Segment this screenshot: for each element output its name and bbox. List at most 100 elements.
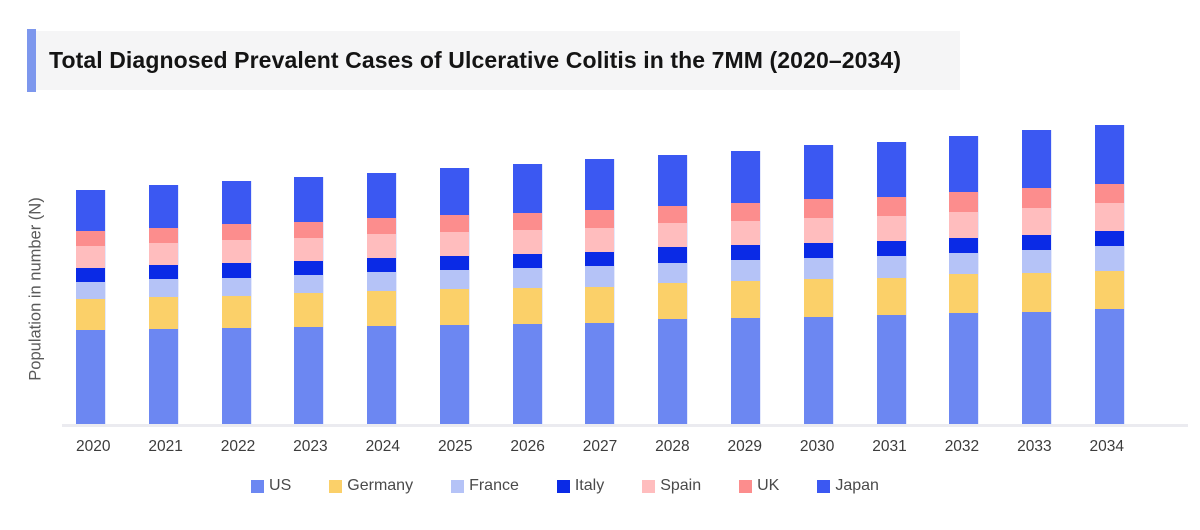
bar-segment-italy-2025[interactable] bbox=[439, 256, 469, 270]
bar-segment-uk-2029[interactable] bbox=[731, 203, 761, 221]
bar-segment-uk-2033[interactable] bbox=[1022, 188, 1052, 208]
bar-segment-italy-2026[interactable] bbox=[512, 254, 542, 268]
legend-item-italy[interactable]: Italy bbox=[556, 477, 604, 495]
bar-segment-japan-2030[interactable] bbox=[803, 145, 833, 199]
legend-item-uk[interactable]: UK bbox=[739, 477, 779, 495]
bar-segment-spain-2029[interactable] bbox=[731, 221, 761, 245]
bar-segment-us-2028[interactable] bbox=[658, 319, 688, 424]
bar-segment-germany-2028[interactable] bbox=[658, 283, 688, 319]
bar-segment-france-2032[interactable] bbox=[949, 253, 979, 274]
bar-segment-us-2026[interactable] bbox=[512, 324, 542, 424]
bar-segment-us-2033[interactable] bbox=[1022, 312, 1052, 424]
bar-segment-japan-2023[interactable] bbox=[294, 177, 324, 222]
bar-segment-italy-2030[interactable] bbox=[803, 243, 833, 258]
bar-segment-us-2020[interactable] bbox=[76, 330, 105, 424]
bar-segment-italy-2028[interactable] bbox=[658, 247, 688, 263]
bar-segment-uk-2027[interactable] bbox=[585, 210, 615, 228]
bar-segment-uk-2025[interactable] bbox=[439, 215, 469, 232]
bar-segment-us-2021[interactable] bbox=[148, 329, 178, 424]
bar-segment-us-2022[interactable] bbox=[221, 328, 251, 424]
bar-segment-italy-2020[interactable] bbox=[76, 268, 105, 282]
bar-segment-france-2025[interactable] bbox=[439, 270, 469, 289]
bar-segment-japan-2034[interactable] bbox=[1094, 125, 1124, 184]
bar-segment-uk-2024[interactable] bbox=[367, 218, 397, 234]
bar-segment-italy-2034[interactable] bbox=[1094, 231, 1124, 246]
bar-segment-japan-2029[interactable] bbox=[731, 151, 761, 203]
bar-segment-japan-2028[interactable] bbox=[658, 155, 688, 206]
bar-segment-uk-2032[interactable] bbox=[949, 192, 979, 212]
bar-segment-uk-2031[interactable] bbox=[876, 197, 906, 216]
legend-item-germany[interactable]: Germany bbox=[329, 477, 413, 495]
bar-segment-germany-2026[interactable] bbox=[512, 288, 542, 324]
bar-segment-germany-2021[interactable] bbox=[148, 297, 178, 329]
bar-segment-japan-2020[interactable] bbox=[76, 190, 105, 231]
legend-item-japan[interactable]: Japan bbox=[817, 477, 879, 495]
bar-segment-japan-2021[interactable] bbox=[148, 185, 178, 228]
bar-segment-germany-2022[interactable] bbox=[221, 296, 251, 328]
bar-2026[interactable] bbox=[512, 164, 542, 424]
bar-segment-france-2024[interactable] bbox=[367, 272, 397, 291]
bar-segment-france-2031[interactable] bbox=[876, 256, 906, 278]
bar-segment-uk-2030[interactable] bbox=[803, 199, 833, 218]
bar-segment-us-2034[interactable] bbox=[1094, 309, 1124, 424]
bar-segment-france-2033[interactable] bbox=[1022, 250, 1052, 273]
bar-segment-us-2031[interactable] bbox=[876, 315, 906, 424]
bar-segment-us-2024[interactable] bbox=[367, 326, 397, 424]
bar-segment-spain-2027[interactable] bbox=[585, 228, 615, 252]
bar-segment-italy-2031[interactable] bbox=[876, 241, 906, 256]
bar-segment-italy-2027[interactable] bbox=[585, 252, 615, 266]
bar-segment-spain-2024[interactable] bbox=[367, 234, 397, 258]
bar-segment-japan-2024[interactable] bbox=[367, 173, 397, 218]
bar-2027[interactable] bbox=[585, 159, 615, 424]
bar-segment-japan-2032[interactable] bbox=[949, 136, 979, 192]
bar-segment-japan-2026[interactable] bbox=[512, 164, 542, 213]
bar-segment-germany-2034[interactable] bbox=[1094, 271, 1124, 309]
bar-2028[interactable] bbox=[658, 155, 688, 424]
bar-segment-spain-2033[interactable] bbox=[1022, 208, 1052, 235]
bar-segment-japan-2031[interactable] bbox=[876, 142, 906, 197]
bar-segment-spain-2028[interactable] bbox=[658, 223, 688, 247]
bar-2020[interactable] bbox=[76, 190, 105, 424]
bar-segment-france-2023[interactable] bbox=[294, 275, 324, 293]
bar-2021[interactable] bbox=[148, 185, 178, 424]
bar-segment-germany-2033[interactable] bbox=[1022, 273, 1052, 312]
bar-segment-spain-2020[interactable] bbox=[76, 246, 105, 268]
bar-segment-uk-2021[interactable] bbox=[148, 228, 178, 243]
bar-segment-france-2027[interactable] bbox=[585, 266, 615, 287]
bar-segment-uk-2020[interactable] bbox=[76, 231, 105, 246]
bar-segment-spain-2021[interactable] bbox=[148, 243, 178, 265]
bar-segment-germany-2027[interactable] bbox=[585, 287, 615, 323]
bar-segment-japan-2025[interactable] bbox=[439, 168, 469, 215]
bar-segment-germany-2031[interactable] bbox=[876, 278, 906, 315]
bar-segment-italy-2032[interactable] bbox=[949, 238, 979, 253]
bar-segment-spain-2022[interactable] bbox=[221, 240, 251, 263]
bar-segment-italy-2024[interactable] bbox=[367, 258, 397, 272]
bar-segment-france-2020[interactable] bbox=[76, 282, 105, 299]
bar-segment-us-2029[interactable] bbox=[731, 318, 761, 424]
legend-item-us[interactable]: US bbox=[251, 477, 291, 495]
bar-segment-japan-2022[interactable] bbox=[221, 181, 251, 224]
bar-2030[interactable] bbox=[803, 145, 833, 424]
bar-segment-uk-2023[interactable] bbox=[294, 222, 324, 238]
bar-segment-germany-2032[interactable] bbox=[949, 274, 979, 313]
bar-segment-japan-2027[interactable] bbox=[585, 159, 615, 210]
bar-segment-spain-2025[interactable] bbox=[439, 232, 469, 256]
bar-2031[interactable] bbox=[876, 142, 906, 424]
bar-segment-us-2032[interactable] bbox=[949, 313, 979, 424]
bar-segment-germany-2023[interactable] bbox=[294, 293, 324, 327]
bar-2032[interactable] bbox=[949, 136, 979, 424]
bar-segment-uk-2028[interactable] bbox=[658, 206, 688, 223]
bar-2034[interactable] bbox=[1094, 125, 1124, 424]
bar-segment-germany-2029[interactable] bbox=[731, 281, 761, 318]
bar-segment-france-2029[interactable] bbox=[731, 260, 761, 281]
bar-2023[interactable] bbox=[294, 177, 324, 424]
bar-2025[interactable] bbox=[439, 168, 469, 424]
legend-item-spain[interactable]: Spain bbox=[642, 477, 701, 495]
bar-segment-spain-2034[interactable] bbox=[1094, 203, 1124, 231]
bar-segment-italy-2022[interactable] bbox=[221, 263, 251, 278]
bar-segment-france-2028[interactable] bbox=[658, 263, 688, 283]
legend-item-france[interactable]: France bbox=[451, 477, 519, 495]
bar-segment-uk-2034[interactable] bbox=[1094, 184, 1124, 203]
bar-segment-spain-2030[interactable] bbox=[803, 218, 833, 243]
bar-segment-spain-2031[interactable] bbox=[876, 216, 906, 241]
